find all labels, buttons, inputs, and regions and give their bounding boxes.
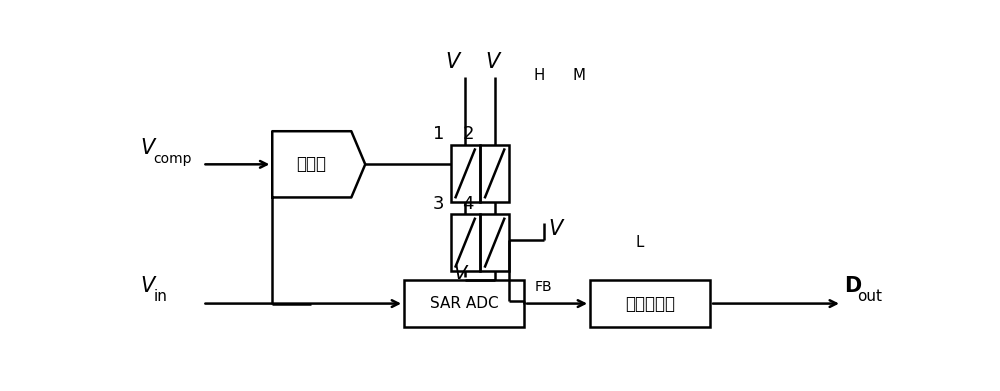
Text: D: D [844,276,861,296]
Text: out: out [857,289,882,303]
Bar [590,280,710,327]
Text: V: V [446,52,460,72]
Bar [450,214,480,271]
Text: V: V [454,264,467,283]
Text: L: L [635,235,644,250]
Text: 比较器: 比较器 [296,155,326,173]
Bar [480,214,509,271]
Text: V: V [140,276,155,296]
Bar [480,145,509,202]
Text: 3: 3 [433,194,444,213]
Text: H: H [533,68,544,83]
Text: 1: 1 [433,125,444,143]
Text: M: M [573,68,586,83]
Bar [404,280,524,327]
Text: V: V [548,219,562,239]
Bar [450,145,480,202]
Text: FB: FB [535,280,553,294]
Text: V: V [140,138,155,158]
Text: 4: 4 [462,194,474,213]
Text: comp: comp [154,152,192,166]
Text: in: in [154,289,168,303]
Text: V: V [485,52,500,72]
Text: 2: 2 [462,125,474,143]
Text: SAR ADC: SAR ADC [430,296,498,311]
Text: 数字滤波器: 数字滤波器 [625,294,675,312]
